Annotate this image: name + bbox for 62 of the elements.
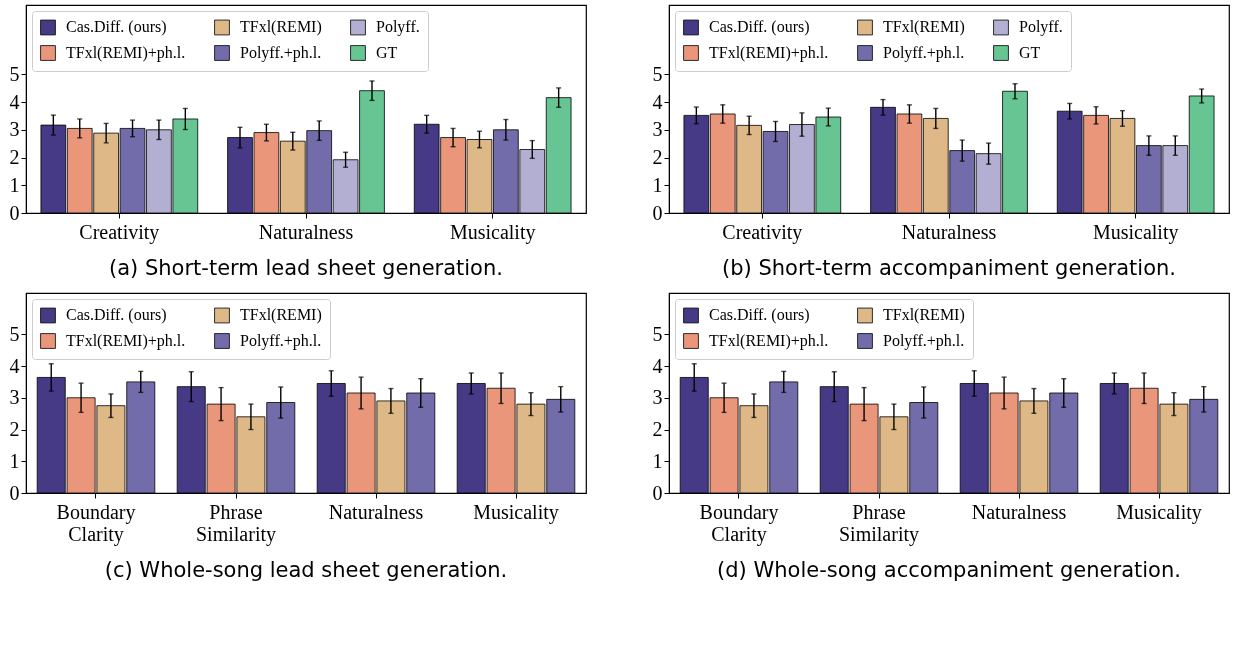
y-tick-label: 0: [9, 481, 20, 504]
legend-label: Polyff.+ph.l.: [240, 44, 322, 62]
y-tick-label: 3: [9, 386, 20, 409]
legend-label: GT: [376, 44, 398, 61]
y-tick-label: 3: [652, 118, 663, 141]
legend-label: Cas.Diff. (ours): [709, 306, 810, 325]
legend-label: Polyff.+ph.l.: [883, 332, 965, 350]
y-tick-label: 1: [9, 173, 20, 196]
y-tick-label: 0: [652, 481, 663, 504]
x-tick-label: Naturalness: [258, 220, 354, 243]
text: (b) Short-term accompaniment generation.: [722, 256, 1176, 280]
x-tick-label: Musicality: [1092, 220, 1179, 244]
legend-label: Cas.Diff. (ours): [66, 18, 167, 37]
y-tick-label: 5: [9, 62, 20, 85]
legend-label: TFxl(REMI): [883, 18, 965, 37]
x-tick-label: Phrase Similarity: [839, 500, 919, 546]
y-tick-label: 4: [652, 354, 663, 377]
y-tick-label: 1: [652, 449, 663, 472]
legend-label: Polyff.+ph.l.: [240, 332, 322, 350]
y-tick-label: 5: [652, 62, 663, 85]
legend-label: Polyff.: [376, 18, 420, 37]
legend-label: TFxl(REMI): [240, 306, 322, 325]
x-tick-label: Boundary Clarity: [699, 500, 779, 546]
y-tick-label: 2: [9, 418, 20, 441]
y-tick-label: 0: [652, 201, 663, 224]
y-tick-label: 0: [9, 201, 20, 224]
legend-label: TFxl(REMI)+ph.l.: [709, 332, 829, 350]
legend-label: TFxl(REMI)+ph.l.: [709, 44, 829, 62]
y-tick-label: 4: [9, 354, 20, 377]
text: (d) Whole-song accompaniment generation.: [717, 558, 1181, 582]
legend-label: TFxl(REMI): [883, 306, 965, 325]
y-tick-label: 1: [652, 173, 663, 196]
legend-label: GT: [1019, 44, 1041, 61]
y-tick-label: 5: [9, 322, 20, 345]
y-tick-label: 2: [9, 146, 20, 169]
x-tick-label: Boundary Clarity: [56, 500, 136, 546]
y-tick-label: 2: [652, 418, 663, 441]
x-tick-label: Phrase Similarity: [196, 500, 276, 546]
legend-label: Cas.Diff. (ours): [709, 18, 810, 37]
x-tick-label: Musicality: [449, 220, 536, 244]
legend-label: TFxl(REMI)+ph.l.: [66, 44, 186, 62]
y-tick-label: 4: [9, 90, 20, 113]
text: (a) Short-term lead sheet generation.: [109, 256, 503, 280]
y-tick-label: 5: [652, 322, 663, 345]
legend-label: TFxl(REMI)+ph.l.: [66, 332, 186, 350]
legend-label: Polyff.+ph.l.: [883, 44, 965, 62]
legend-label: TFxl(REMI): [240, 18, 322, 37]
legend-label: Polyff.: [1019, 18, 1063, 37]
x-tick-label: Musicality: [473, 500, 559, 524]
x-tick-label: Musicality: [1116, 500, 1202, 524]
x-tick-label: Naturalness: [971, 500, 1067, 523]
y-tick-label: 1: [9, 449, 20, 472]
x-tick-label: Creativity: [79, 220, 160, 244]
y-tick-label: 4: [652, 90, 663, 113]
y-tick-label: 2: [652, 146, 663, 169]
x-tick-label: Naturalness: [901, 220, 997, 243]
y-tick-label: 3: [9, 118, 20, 141]
x-tick-label: Naturalness: [328, 500, 424, 523]
text: (c) Whole-song lead sheet generation.: [104, 558, 508, 582]
y-tick-label: 3: [652, 386, 663, 409]
legend-label: Cas.Diff. (ours): [66, 306, 167, 325]
x-tick-label: Creativity: [722, 220, 803, 244]
